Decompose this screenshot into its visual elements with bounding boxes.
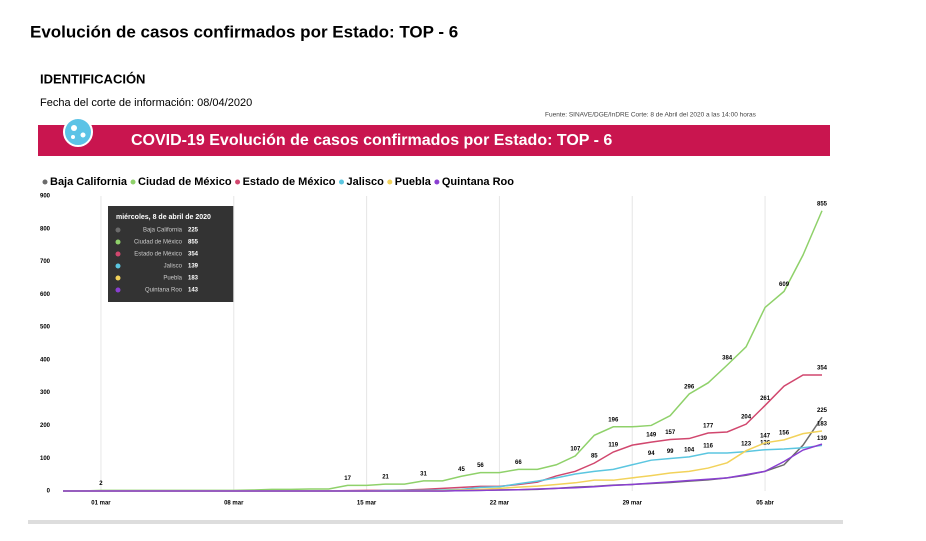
source: Fuente: SINAVE/DGE/InDRE Corte: 8 de Abr… xyxy=(545,112,757,119)
legend-marker xyxy=(235,179,241,185)
banner xyxy=(38,125,830,156)
section-title: IDENTIFICACIÓN xyxy=(40,71,145,86)
tooltip-label: Ciudad de México xyxy=(134,240,183,246)
tooltip-value: 139 xyxy=(188,264,199,270)
legend-label: Estado de México xyxy=(243,176,336,188)
data-label: 147 xyxy=(760,433,771,439)
y-tick-label: 0 xyxy=(47,489,51,495)
tooltip-label: Puebla xyxy=(163,276,182,282)
legend-marker xyxy=(338,179,344,185)
data-label: 2 xyxy=(99,481,103,487)
legend: Baja California Ciudad de México Estado de… xyxy=(42,176,514,188)
tooltip-marker xyxy=(115,275,121,281)
y-tick-label: 700 xyxy=(40,259,51,265)
data-label: 99 xyxy=(667,449,674,455)
data-label: 354 xyxy=(817,366,828,372)
tooltip-label: Estado de México xyxy=(134,252,182,258)
series-line xyxy=(63,430,823,492)
bottom-bar xyxy=(28,520,843,524)
data-label: 261 xyxy=(760,396,771,402)
data-label: 45 xyxy=(458,467,465,473)
tooltip-label: Quintana Roo xyxy=(145,288,183,294)
tooltip-title: miércoles, 8 de abril de 2020 xyxy=(116,214,211,221)
x-tick-label: 22 mar xyxy=(490,501,510,507)
series-line xyxy=(63,443,823,492)
tooltip-value: 855 xyxy=(188,240,199,246)
y-tick-label: 500 xyxy=(40,325,51,331)
data-label: 855 xyxy=(817,201,828,207)
data-label: 21 xyxy=(382,475,389,481)
data-label: 94 xyxy=(648,451,655,457)
data-label: 107 xyxy=(570,447,581,453)
series-line xyxy=(63,374,822,492)
data-label: 296 xyxy=(684,385,695,391)
data-label: 156 xyxy=(779,430,790,436)
tooltip-label: Baja California xyxy=(143,228,183,234)
tooltip-value: 354 xyxy=(188,252,199,258)
data-label: 183 xyxy=(817,422,828,428)
data-label: 177 xyxy=(703,424,714,430)
data-label: 157 xyxy=(665,430,676,436)
virus-icon xyxy=(63,117,93,147)
y-tick-label: 900 xyxy=(40,194,51,200)
tooltip-rows: Baja California 225 Ciudad de México 855 Est… xyxy=(115,227,199,294)
data-label: 609 xyxy=(779,282,790,288)
data-label: 384 xyxy=(722,356,733,362)
cutoff: Fecha del corte de información: 08/04/20… xyxy=(40,97,252,109)
data-label: 119 xyxy=(608,443,618,449)
tooltip-label: Jalisco xyxy=(164,264,183,270)
data-label: 31 xyxy=(420,471,427,477)
data-label: 204 xyxy=(741,415,752,421)
legend-label: Quintana Roo xyxy=(442,176,514,188)
data-label: 17 xyxy=(344,476,351,482)
y-tick-label: 400 xyxy=(40,357,51,363)
data-label: 104 xyxy=(684,447,695,453)
tooltip-marker xyxy=(115,287,121,293)
legend-marker xyxy=(434,179,440,185)
tooltip-value: 143 xyxy=(188,288,199,294)
legend-label: Puebla xyxy=(395,176,432,188)
x-tick-label: 08 mar xyxy=(224,501,244,507)
x-tick-label: 15 mar xyxy=(357,501,377,507)
data-label: 139 xyxy=(817,436,828,442)
tooltip xyxy=(108,206,234,302)
data-label: 196 xyxy=(608,417,619,423)
tooltip-value: 225 xyxy=(188,228,199,234)
y-tick-label: 100 xyxy=(40,456,51,462)
tooltip-marker xyxy=(115,251,121,257)
data-label: 116 xyxy=(703,444,713,450)
data-label: 85 xyxy=(591,454,598,460)
banner-title: COVID-19 Evolución de casos confirmados … xyxy=(131,132,612,149)
data-label: 225 xyxy=(817,408,828,414)
data-label: 149 xyxy=(646,433,657,439)
x-tick-label: 05 abr xyxy=(756,501,774,507)
legend-label: Jalisco xyxy=(346,176,384,188)
y-tick-label: 600 xyxy=(40,292,51,298)
data-label: 56 xyxy=(477,463,484,469)
page-title: Evolución de casos confirmados por Estad… xyxy=(30,22,458,41)
x-tick-label: 01 mar xyxy=(91,501,111,507)
tooltip-value: 183 xyxy=(188,276,199,282)
y-tick-label: 200 xyxy=(40,423,51,429)
tooltip-marker xyxy=(115,263,121,269)
y-tick-label: 800 xyxy=(40,226,51,232)
legend-marker xyxy=(42,179,48,185)
legend-marker xyxy=(387,179,393,185)
legend-marker xyxy=(130,179,136,185)
legend-label: Ciudad de México xyxy=(138,176,232,188)
y-tick-label: 300 xyxy=(40,390,51,396)
tooltip-marker xyxy=(115,227,121,233)
x-tick-label: 29 mar xyxy=(623,501,643,507)
legend-label: Baja California xyxy=(50,176,128,188)
tooltip-marker xyxy=(115,239,121,245)
data-label: 66 xyxy=(515,460,522,466)
data-label: 123 xyxy=(741,441,752,447)
